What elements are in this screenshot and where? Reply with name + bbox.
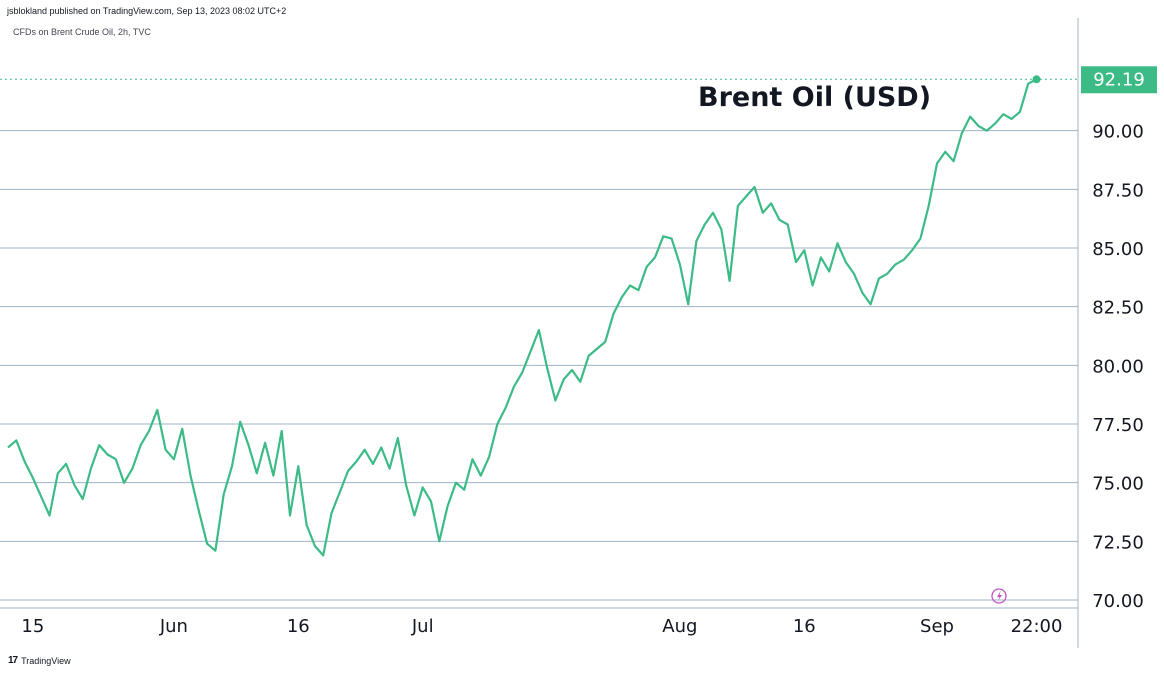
x-tick-label: Aug — [662, 616, 697, 637]
time-axis[interactable]: 15 Jun 16 Jul Aug 16 Sep 22:00 — [21, 616, 1062, 637]
y-tick-label: 90.00 — [1092, 122, 1144, 143]
last-price-label: 92.19 — [1093, 69, 1145, 90]
publisher-credit: jsblokland published on TradingView.com,… — [7, 6, 287, 16]
price-chart[interactable]: 90.00 87.50 85.00 82.50 80.00 77.50 75.00 72.50… — [0, 0, 1164, 650]
grid-lines — [0, 130, 1078, 601]
x-tick-label: 15 — [21, 616, 44, 637]
last-price-badge: 92.19 — [1081, 66, 1157, 94]
price-axis[interactable]: 90.00 87.50 85.00 82.50 80.00 77.50 75.00 72.50… — [1092, 122, 1144, 612]
lightning-bolt-icon[interactable] — [991, 588, 1007, 604]
y-tick-label: 85.00 — [1092, 239, 1144, 260]
y-tick-label: 80.00 — [1092, 356, 1144, 377]
chart-title: Brent Oil (USD) — [698, 82, 931, 113]
tradingview-footer: 17 TradingView — [8, 655, 71, 666]
y-tick-label: 70.00 — [1092, 591, 1144, 612]
x-tick-label: Sep — [920, 616, 954, 637]
symbol-description: CFDs on Brent Crude Oil, 2h, TVC — [13, 27, 151, 37]
last-price-marker — [1032, 75, 1041, 84]
y-tick-label: 75.00 — [1092, 474, 1144, 495]
x-tick-label: 16 — [287, 616, 310, 637]
x-tick-label: 22:00 — [1011, 616, 1063, 637]
tradingview-brand-name: TradingView — [21, 655, 71, 666]
y-tick-label: 82.50 — [1092, 298, 1144, 319]
x-tick-label: Jun — [159, 616, 188, 637]
y-tick-label: 72.50 — [1092, 532, 1144, 553]
brent-price-line — [7, 78, 1038, 557]
x-tick-label: Jul — [411, 616, 434, 637]
x-tick-label: 16 — [793, 616, 816, 637]
y-tick-label: 87.50 — [1092, 180, 1144, 201]
y-tick-label: 77.50 — [1092, 415, 1144, 436]
tradingview-logo: 17 — [8, 655, 18, 666]
